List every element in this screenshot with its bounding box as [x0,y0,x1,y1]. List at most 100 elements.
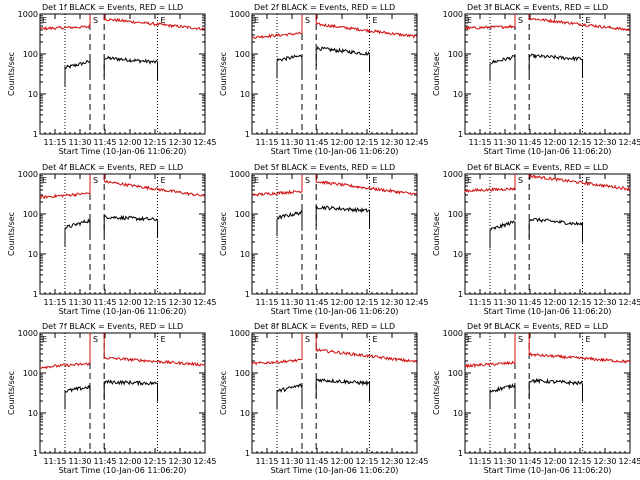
marker-letter-s: S [93,335,98,344]
y-tick-label: 1 [33,290,38,299]
x-tick-label: 12:15 [143,138,166,147]
x-tick-label: 12:00 [543,298,566,307]
y-axis-label: Counts/sec [7,371,16,415]
chart-title: Det 9f BLACK = Events, RED = LLD [467,322,608,331]
series-lld-line [528,174,631,192]
series-lld-line [464,14,516,31]
series-events-line [276,210,303,237]
x-axis-label: Start Time (10-Jan-06 11:06:20) [59,307,187,316]
series-lld-line [251,333,303,366]
x-tick-label: 12:00 [118,298,141,307]
marker-letter-s: S [305,176,310,185]
y-axis-label: Counts/sec [7,52,16,96]
x-tick-label: 12:30 [593,298,616,307]
x-tick-label: 12:30 [168,298,191,307]
series-events-line [64,60,91,87]
chart-title: Det 7f BLACK = Events, RED = LLD [42,322,183,331]
x-tick-label: 11:15 [255,457,278,466]
chart-panel-1: Det 1f BLACK = Events, RED = LLD E S E 1 10 10… [7,3,217,156]
x-tick-label: 12:45 [405,138,428,147]
marker-letter-s: S [518,16,523,25]
chart-title: Det 6f BLACK = Events, RED = LLD [467,163,608,172]
series-events-line [528,53,583,78]
series-events-line [103,379,158,402]
marker-letter-e-end: E [373,176,378,185]
marker-letter-e-end: E [373,16,378,25]
marker-letter-s: S [518,335,523,344]
x-tick-label: 12:30 [593,457,616,466]
x-tick-label: 12:45 [618,298,640,307]
series-events-line [64,218,91,247]
y-tick-label: 10 [240,409,250,418]
series-events-line [528,377,583,402]
chart-panel-3: Det 3f BLACK = Events, RED = LLD E S E 1 10 10… [432,3,640,156]
x-tick-label: 12:30 [380,457,403,466]
chart-panel-6: Det 6f BLACK = Events, RED = LLD E S E 1 10 10… [432,163,640,316]
x-tick-label: 12:30 [593,138,616,147]
x-tick-label: 11:15 [468,298,491,307]
series-events-line [276,54,303,79]
series-lld-line [103,333,206,367]
series-lld-line [315,14,418,40]
x-tick-label: 11:30 [280,138,303,147]
x-tick-label: 11:30 [493,298,516,307]
plot-frame [251,13,418,135]
x-tick-label: 12:45 [618,138,640,147]
x-tick-label: 11:15 [255,138,278,147]
y-tick-label: 10 [453,90,463,99]
x-tick-label: 11:45 [93,138,116,147]
x-tick-label: 11:30 [68,138,91,147]
x-tick-label: 12:15 [568,298,591,307]
y-tick-label: 1 [458,290,463,299]
chart-panel-5: Det 5f BLACK = Events, RED = LLD E S E 1 10 10… [219,163,429,316]
x-tick-label: 12:00 [543,138,566,147]
y-tick-label: 1 [245,449,250,458]
y-axis-label: Counts/sec [219,212,228,256]
x-tick-label: 12:45 [405,457,428,466]
y-tick-label: 10 [240,250,250,259]
plot-frame [39,332,206,454]
marker-letter-s: S [93,16,98,25]
x-tick-label: 12:15 [568,457,591,466]
x-tick-label: 11:45 [93,457,116,466]
x-tick-label: 12:15 [355,138,378,147]
plot-frame [464,332,631,454]
y-tick-label: 1000 [230,170,250,179]
marker-letter-e-end: E [373,335,378,344]
x-tick-label: 11:45 [518,457,541,466]
x-tick-label: 12:15 [143,457,166,466]
series-lld-line [252,14,303,40]
x-tick-label: 12:45 [618,457,640,466]
y-tick-label: 100 [23,50,38,59]
x-tick-label: 12:00 [118,457,141,466]
x-axis-label: Start Time (10-Jan-06 11:06:20) [484,147,612,156]
series-lld-line [528,14,631,32]
x-axis-label: Start Time (10-Jan-06 11:06:20) [59,466,187,475]
series-lld-line [39,174,91,200]
series-events-line [103,55,158,81]
marker-letter-e-start: E [42,16,47,25]
x-axis-label: Start Time (10-Jan-06 11:06:20) [59,147,187,156]
x-tick-label: 12:15 [568,138,591,147]
y-tick-label: 100 [448,369,463,378]
x-tick-label: 11:30 [493,457,516,466]
y-axis-label: Counts/sec [219,371,228,415]
x-tick-label: 11:30 [68,457,91,466]
plot-frame [39,13,206,135]
y-tick-label: 1000 [443,10,463,19]
series-lld-line [103,174,205,197]
y-tick-label: 100 [448,210,463,219]
chart-title: Det 4f BLACK = Events, RED = LLD [42,163,183,172]
x-tick-label: 11:15 [255,298,278,307]
x-tick-label: 12:00 [330,138,353,147]
marker-letter-s: S [305,335,310,344]
series-events-line [528,217,583,243]
y-tick-label: 10 [453,250,463,259]
x-axis-label: Start Time (10-Jan-06 11:06:20) [271,147,399,156]
y-tick-label: 10 [28,250,38,259]
x-tick-label: 11:45 [305,138,328,147]
marker-letter-e-start: E [254,335,259,344]
chart-panel-2: Det 2f BLACK = Events, RED = LLD E S E 1 10 10… [219,3,429,156]
chart-title: Det 8f BLACK = Events, RED = LLD [254,322,395,331]
chart-title: Det 1f BLACK = Events, RED = LLD [42,3,183,12]
